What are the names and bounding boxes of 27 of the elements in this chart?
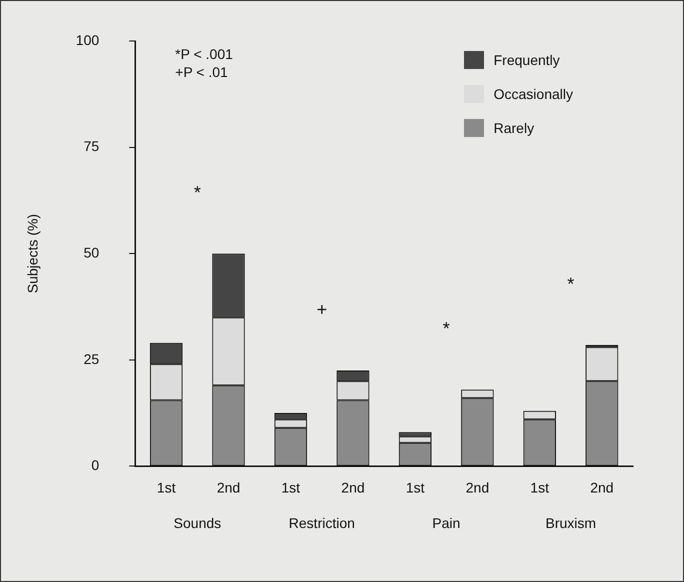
x-tick-label: 1st xyxy=(156,479,176,496)
legend-label: Occasionally xyxy=(494,86,573,102)
text: Restriction xyxy=(288,515,355,532)
text: Sounds xyxy=(174,515,222,532)
y-tick-label: 75 xyxy=(84,138,100,154)
annotation: *P < .001 xyxy=(175,46,234,62)
x-tick-label: 2nd xyxy=(466,479,490,496)
x-tick-label: 1st xyxy=(281,479,300,496)
legend-label: Rarely xyxy=(494,120,534,136)
legend-label: Frequently xyxy=(494,52,560,68)
annotation: +P < .01 xyxy=(175,64,228,80)
x-tick-label: 1st xyxy=(530,479,550,496)
y-tick-label: 25 xyxy=(84,350,100,367)
y-tick-label: 50 xyxy=(84,244,100,260)
x-tick-label: 2nd xyxy=(216,479,240,496)
text: Pain xyxy=(432,515,460,532)
y-axis-title: Subjects (%) xyxy=(24,214,40,294)
annotation: * xyxy=(194,182,201,203)
x-tick-label: 2nd xyxy=(341,479,365,496)
y-tick-label: 0 xyxy=(91,457,100,474)
x-tick-label: 2nd xyxy=(590,479,614,496)
text: Bruxism xyxy=(545,515,596,532)
annotation: * xyxy=(567,274,574,294)
annotation: + xyxy=(316,300,328,320)
y-tick-label: 100 xyxy=(76,32,100,48)
x-tick-label: 1st xyxy=(406,479,425,496)
annotation: * xyxy=(442,318,450,339)
